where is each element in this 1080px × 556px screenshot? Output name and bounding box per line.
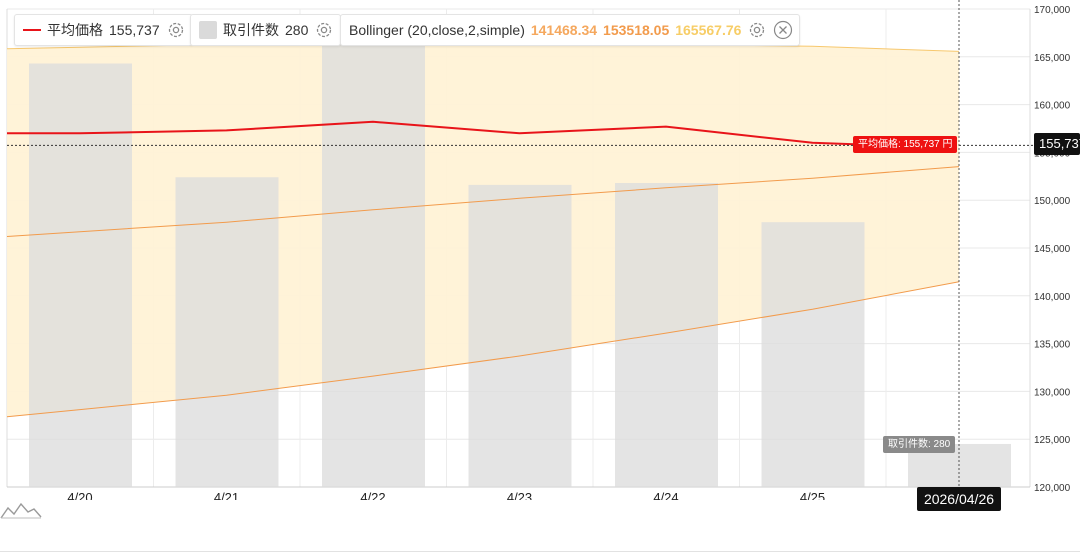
bollinger-label: Bollinger (20,close,2,simple)	[349, 22, 525, 38]
x-tick-label: 4/22	[360, 490, 385, 500]
x-tick-label: 4/25	[800, 490, 825, 500]
gear-icon[interactable]	[314, 20, 334, 40]
bollinger-lower-value: 141468.34	[530, 22, 598, 38]
price-chart[interactable]: 120,000 125,000 130,000 135,000 140,000 145,0…	[0, 0, 1080, 500]
volume-bar-4/24	[615, 182, 718, 487]
volume-label: 取引件数	[223, 22, 279, 38]
volume-bar-4/21	[175, 177, 279, 488]
bollinger-upper-value: 165567.76	[675, 22, 742, 38]
close-icon[interactable]	[773, 20, 793, 40]
bollinger-middle-line	[6, 166, 960, 237]
volume-bar-4/25	[761, 222, 865, 488]
average-price-line	[7, 120, 886, 147]
y-tick-label: 140,000	[1034, 292, 1071, 303]
gear-icon[interactable]	[166, 20, 186, 40]
y-tick-label: 150,000	[1034, 196, 1071, 207]
x-tick-label: 4/21	[214, 490, 239, 500]
bottom-divider	[0, 551, 1080, 552]
average-price-tag: 平均価格: 155,737 円	[853, 136, 958, 153]
x-tick-label: 4/23	[507, 490, 532, 500]
legend-volume[interactable]: 取引件数 280	[190, 14, 342, 46]
crosshair	[7, 0, 1034, 487]
y-tick-label: 170,000	[1034, 5, 1071, 16]
y-tick-label: 135,000	[1034, 340, 1071, 351]
legend-bollinger[interactable]: Bollinger (20,close,2,simple) 141468.34 …	[340, 14, 801, 46]
volume-bar-4/20	[29, 63, 132, 487]
x-tick-label: 4/24	[653, 490, 678, 500]
y-tick-label: 125,000	[1034, 435, 1071, 446]
gear-icon[interactable]	[747, 20, 767, 40]
volume-bar-4/22	[322, 37, 425, 488]
average-price-label: 平均価格	[47, 22, 103, 38]
price-axis: 120,000 125,000 130,000 135,000 140,000 145,0…	[1034, 5, 1071, 494]
average-price-value: 155,737	[109, 22, 160, 38]
y-tick-label: 165,000	[1034, 53, 1071, 64]
volume-value: 280	[285, 22, 309, 38]
x-tick-label: 4/20	[67, 490, 92, 500]
volume-tag: 取引件数: 280	[883, 436, 956, 453]
y-tick-label: 160,000	[1034, 101, 1071, 112]
legend-average-price[interactable]: 平均価格 155,737	[14, 14, 193, 46]
y-tick-label: 130,000	[1034, 387, 1071, 398]
crosshair-date-label: 2026/04/26	[917, 487, 1001, 511]
average-price-swatch	[23, 29, 41, 31]
bollinger-middle-value: 153518.05	[603, 22, 670, 38]
bollinger-lower-line	[6, 281, 960, 418]
volume-bar-4/23	[468, 184, 572, 488]
y-tick-label: 120,000	[1034, 483, 1071, 494]
navigator-icon[interactable]	[0, 500, 50, 524]
y-tick-label: 145,000	[1034, 244, 1071, 255]
date-axis: 4/20 4/21 4/22 4/23 4/24 4/25	[67, 490, 825, 500]
volume-swatch	[199, 21, 217, 39]
crosshair-price-label: 155,737	[1034, 133, 1080, 155]
